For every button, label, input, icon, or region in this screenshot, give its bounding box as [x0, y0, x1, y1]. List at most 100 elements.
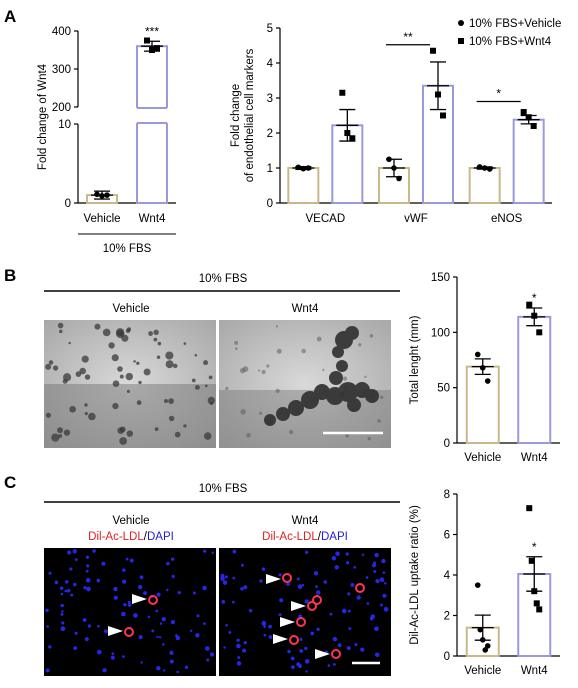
cell-spot — [345, 561, 350, 565]
cell-spot — [88, 412, 96, 421]
cell-spot — [60, 612, 64, 616]
cell-spot — [126, 389, 130, 393]
cell-spot — [220, 576, 225, 582]
data-point — [479, 637, 486, 643]
cell-spot — [286, 582, 290, 586]
x-tick-label: eNOS — [491, 213, 523, 225]
cell-spot — [375, 579, 380, 584]
y-axis-label-line2: of endothelial cell markers — [244, 48, 256, 182]
cell-spot — [60, 603, 64, 608]
bar-wnt4 — [136, 45, 168, 205]
cell-spot — [110, 655, 115, 660]
cell-spot — [117, 366, 123, 372]
significance-mark: *** — [145, 24, 159, 38]
chart-a1-wnt4-fold-change: 0 10 200 300 400 Fold change of Wnt4 Vehicle Wn… — [37, 24, 176, 225]
data-point — [536, 329, 543, 336]
cell-spot — [123, 603, 127, 607]
bar-vwf-vehicle — [378, 167, 410, 204]
data-point — [149, 47, 155, 53]
cell-spot — [291, 665, 295, 670]
y-axis-label: Fold change of endothelial cell markers — [230, 48, 256, 182]
cell-spot — [374, 626, 379, 632]
cell-spot — [62, 378, 68, 384]
cell-spot — [85, 578, 91, 583]
y-tick-label: 4 — [444, 570, 451, 582]
cell-spot — [84, 412, 88, 416]
b-vehicle-micrograph — [44, 320, 216, 448]
x-tick-label: vWF — [404, 213, 428, 225]
y-tick-label: 2 — [444, 611, 450, 623]
cell-spot — [232, 576, 236, 580]
cell-spot — [381, 558, 386, 564]
data-point — [531, 588, 538, 595]
cell-spot — [112, 402, 119, 410]
cell-spot — [350, 583, 355, 588]
cell-spot — [242, 648, 247, 653]
cell-spot — [236, 643, 241, 649]
y-tick-label: 200 — [52, 102, 71, 114]
cell-spot — [79, 367, 86, 375]
bar-enos-vehicle — [468, 167, 501, 204]
y-axis-label: Fold change of Wnt4 — [37, 63, 49, 170]
cell-spot — [276, 348, 282, 354]
cell-spot — [289, 429, 294, 435]
cell-spot — [94, 323, 101, 330]
cell-spot — [203, 432, 212, 440]
cell-spot — [113, 586, 118, 592]
cell-spot — [379, 577, 385, 582]
cell-spot — [154, 427, 159, 431]
cell-spot — [206, 658, 210, 662]
cell-spot — [211, 551, 214, 554]
cell-spot — [84, 403, 88, 407]
cell-spot — [169, 650, 174, 655]
y-tick-label: 10 — [58, 119, 71, 131]
cell-spot — [168, 398, 174, 404]
chart-b-total-length: 0 50 100 150 Total lenght (mm) Vehicle Wnt4 * — [409, 272, 560, 464]
cell-spot — [382, 571, 386, 575]
cell-spot — [279, 598, 284, 603]
y-tick-label: 6 — [444, 530, 450, 542]
cell-spot — [171, 557, 175, 561]
cell-spot — [210, 652, 215, 657]
arrowhead-marker — [315, 649, 330, 659]
cell-spot — [345, 433, 350, 438]
y-tick-label: 0 — [65, 198, 71, 210]
c-left-stain: Dil-Ac-LDL/DAPI — [88, 531, 174, 543]
cell-spot — [296, 577, 300, 581]
cell-spot — [346, 646, 351, 651]
cell-spot — [45, 363, 52, 370]
cell-spot — [171, 574, 175, 579]
cell-spot — [261, 620, 267, 626]
cell-spot — [183, 342, 187, 345]
cell-spot — [57, 427, 64, 434]
cell-spot — [205, 646, 210, 651]
cell-spot — [68, 341, 71, 345]
data-point — [396, 175, 402, 182]
cell-spot — [356, 595, 361, 600]
data-point — [526, 301, 533, 308]
cell-spot — [194, 353, 198, 357]
cell-spot — [138, 584, 143, 590]
cell-spot — [259, 411, 263, 415]
y-tick-label: 150 — [431, 272, 450, 284]
cell-spot — [117, 427, 125, 435]
cell-spot — [51, 433, 60, 442]
ldl-positive-cell — [282, 573, 292, 583]
cell-spot — [371, 563, 377, 568]
b-left-title: Vehicle — [112, 303, 149, 315]
cell-spot — [113, 595, 118, 600]
cell-spot — [153, 337, 158, 342]
significance-mark: * — [496, 87, 501, 101]
cell-spot — [66, 588, 71, 593]
arrowhead-marker — [108, 626, 123, 636]
y-tick-label: 0 — [444, 438, 450, 450]
cell-spot — [156, 355, 161, 359]
cell-spot — [112, 380, 120, 388]
ldl-positive-cell — [296, 617, 306, 627]
axis-break-gap — [135, 108, 169, 123]
cell-spot — [332, 662, 336, 666]
ldl-positive-cell — [355, 583, 365, 593]
data-point — [300, 165, 307, 172]
cell-spot — [342, 376, 348, 381]
cell-spot — [347, 592, 351, 596]
